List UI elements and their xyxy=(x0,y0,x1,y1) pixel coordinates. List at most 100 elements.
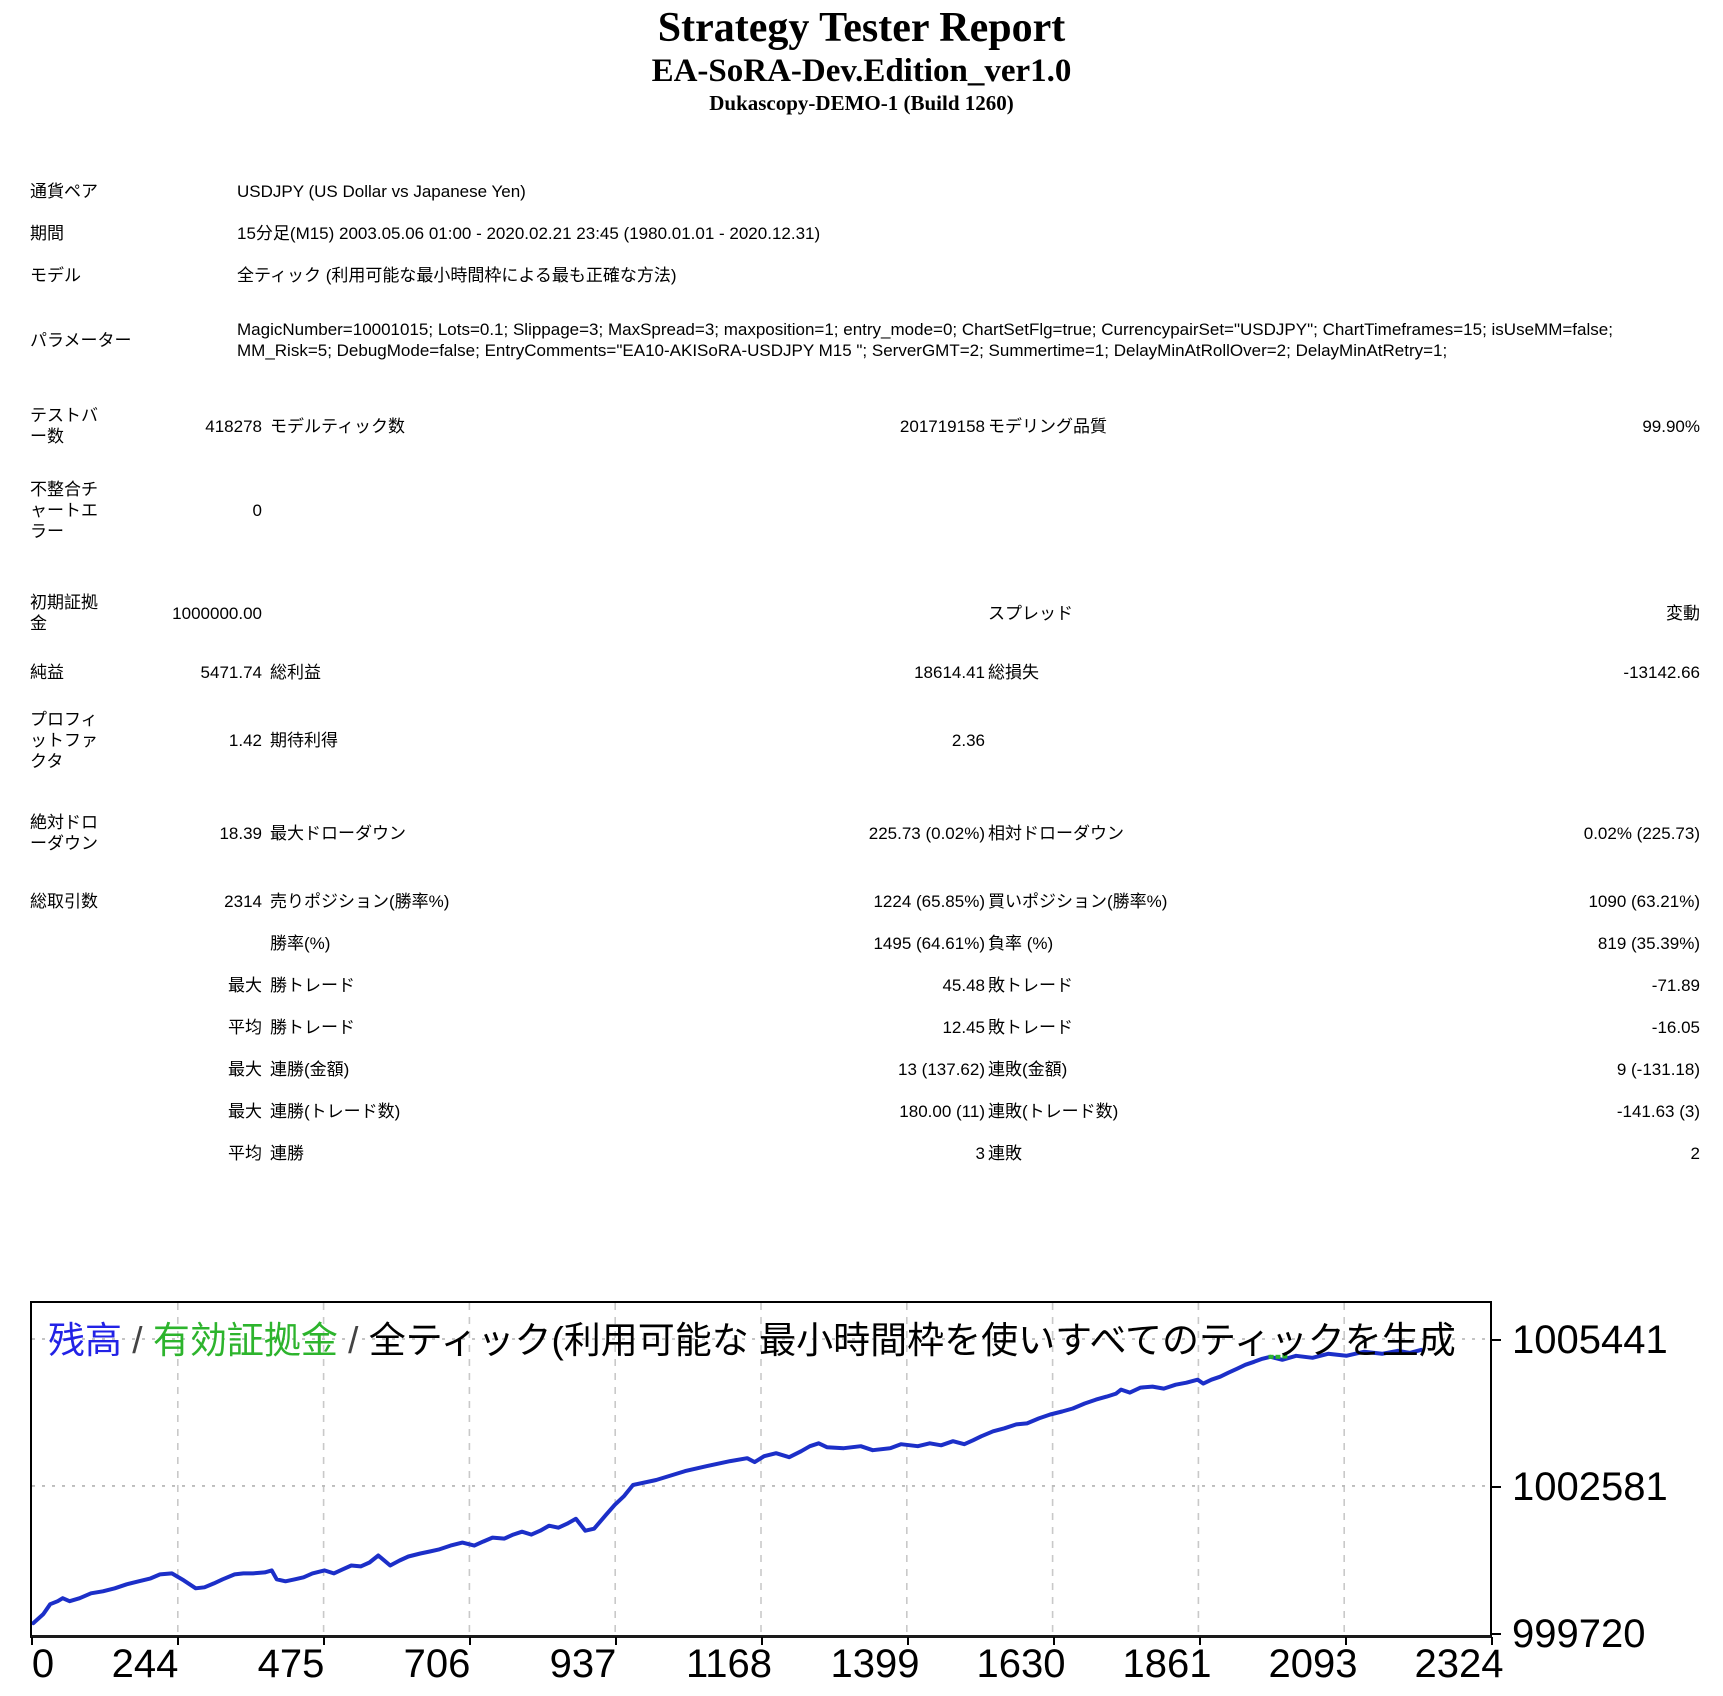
cell-label: 負率 (%) xyxy=(988,933,1054,953)
cell-label: 連勝 xyxy=(270,1143,304,1163)
cell-value: -16.05 xyxy=(1651,1017,1700,1037)
x-axis-tick xyxy=(31,1637,33,1645)
x-axis-tick xyxy=(1345,1637,1347,1645)
cell-value: 2314 xyxy=(224,891,262,911)
row-value: USDJPY (US Dollar vs Japanese Yen) xyxy=(237,181,526,201)
x-axis-tick xyxy=(1053,1637,1055,1645)
cell-label: 勝率(%) xyxy=(270,933,331,953)
x-axis-label: 1168 xyxy=(685,1642,772,1686)
report-header: Strategy Tester Report EA-SoRA-Dev.Editi… xyxy=(0,4,1723,116)
cell-label: 連敗(トレード数) xyxy=(988,1101,1119,1121)
cell-label: 純益 xyxy=(30,662,64,682)
row-value: 全ティック (利用可能な最小時間枠による最も正確な方法) xyxy=(237,265,677,285)
cell-value: -13142.66 xyxy=(1623,662,1700,682)
cell-value: 3 xyxy=(975,1143,985,1163)
cell-value: 0 xyxy=(252,500,262,520)
cell-label: モデリング品質 xyxy=(988,416,1107,436)
legend-separator-2: / xyxy=(337,1320,369,1361)
chart-plot-area: 残高 / 有効証拠金 / 全ティック(利用可能な 最小時間枠を使いすべてのティッ… xyxy=(30,1301,1492,1638)
x-axis-label: 475 xyxy=(257,1642,325,1686)
cell-value: 201719158 xyxy=(899,416,985,436)
cell-value: 819 (35.39%) xyxy=(1597,933,1700,953)
cell-value: 5471.74 xyxy=(200,662,262,682)
table-row: 期間 15分足(M15) 2003.05.06 01:00 - 2020.02.2… xyxy=(30,212,1700,254)
y-axis-label: 1002581 xyxy=(1512,1465,1668,1509)
row-value: 15分足(M15) 2003.05.06 01:00 - 2020.02.21 … xyxy=(237,223,821,243)
x-axis-tick xyxy=(1491,1637,1493,1645)
cell-label: 期待利得 xyxy=(270,730,338,750)
table-row: テストバ ー数 418278 モデルティック数 201719158 モデリング品質 99.… xyxy=(30,398,1700,454)
table-row: 総取引数 2314 売りポジション(勝率%) 1224 (65.85%) 買いポジション… xyxy=(30,880,1700,922)
cell-label: 総利益 xyxy=(270,662,321,682)
cell-label: 最大ドローダウン xyxy=(270,823,406,843)
x-axis-label: 2093 xyxy=(1268,1642,1358,1686)
cell-label: 連敗 xyxy=(988,1143,1022,1163)
cell-value: 平均 xyxy=(228,1143,262,1163)
cell-value: 1000000.00 xyxy=(172,603,262,623)
cell-value: 1224 (65.85%) xyxy=(873,891,985,911)
cell-value: 2 xyxy=(1690,1143,1700,1163)
y-axis-label: 1005441 xyxy=(1512,1318,1668,1362)
cell-value: 99.90% xyxy=(1642,416,1700,436)
cell-label: 勝トレード xyxy=(270,975,355,995)
cell-value: 9 (-131.18) xyxy=(1616,1059,1700,1079)
cell-value: 18614.41 xyxy=(914,662,985,682)
table-row: 最大 勝トレード 45.48 敗トレード -71.89 xyxy=(30,964,1700,1006)
balance-curve xyxy=(32,1347,1423,1626)
table-row: プロフィ ットファ クタ 1.42 期待利得 2.36 xyxy=(30,700,1700,780)
table-row: 最大 連勝(金額) 13 (137.62) 連敗(金額) 9 (-131.18) xyxy=(30,1048,1700,1090)
cell-label: プロフィ ットファ クタ xyxy=(30,709,98,771)
cell-value: 225.73 (0.02%) xyxy=(868,823,985,843)
x-axis-label: 706 xyxy=(403,1642,471,1686)
report-table: 通貨ペア USDJPY (US Dollar vs Japanese Yen) 期間… xyxy=(30,170,1700,1174)
x-axis-label: 244 xyxy=(111,1642,179,1686)
x-axis-label: 937 xyxy=(549,1642,617,1686)
table-row: 平均 連勝 3 連敗 2 xyxy=(30,1132,1700,1174)
x-axis-tick xyxy=(1199,1637,1201,1645)
table-row: 勝率(%) 1495 (64.61%) 負率 (%) 819 (35.39%) xyxy=(30,922,1700,964)
cell-value: 1.42 xyxy=(228,730,262,750)
balance-chart: 残高 / 有効証拠金 / 全ティック(利用可能な 最小時間枠を使いすべてのティッ… xyxy=(0,1301,1723,1696)
ea-name-title: EA-SoRA-Dev.Edition_ver1.0 xyxy=(651,53,1072,89)
legend-equity-label: 有効証拠金 xyxy=(152,1320,338,1361)
cell-value: 最大 xyxy=(228,1059,262,1079)
table-row: 通貨ペア USDJPY (US Dollar vs Japanese Yen) xyxy=(30,170,1700,212)
cell-label: 買いポジション(勝率%) xyxy=(988,891,1168,911)
cell-value: 418278 xyxy=(205,416,262,436)
cell-label: 敗トレード xyxy=(988,975,1073,995)
cell-value: 1495 (64.61%) xyxy=(873,933,985,953)
table-row: 初期証拠 金 1000000.00 スプレッド 変動 xyxy=(30,585,1700,641)
equity-dot xyxy=(1275,1354,1281,1359)
cell-label: 連勝(トレード数) xyxy=(270,1101,401,1121)
cell-value: 最大 xyxy=(228,1101,262,1121)
cell-value: 45.48 xyxy=(942,975,985,995)
cell-value: 18.39 xyxy=(219,823,262,843)
y-axis-label: 999720 xyxy=(1512,1612,1646,1656)
x-axis-label: 2324 xyxy=(1414,1642,1504,1686)
cell-label: 相対ドローダウン xyxy=(988,823,1124,843)
cell-label: 勝トレード xyxy=(270,1017,355,1037)
cell-value: -141.63 (3) xyxy=(1616,1101,1700,1121)
row-label: パラメーター xyxy=(30,330,132,350)
cell-label: 敗トレード xyxy=(988,1017,1073,1037)
x-axis-tick xyxy=(615,1637,617,1645)
table-row: 絶対ドロ ーダウン 18.39 最大ドローダウン 225.73 (0.02%) 相対ドロ… xyxy=(30,805,1700,861)
cell-label: 連敗(金額) xyxy=(988,1059,1068,1079)
cell-value: 2.36 xyxy=(951,730,985,750)
cell-label: 売りポジション(勝率%) xyxy=(270,891,450,911)
x-axis-tick xyxy=(907,1637,909,1645)
legend-separator: / xyxy=(122,1320,153,1361)
cell-label: モデルティック数 xyxy=(270,416,405,436)
chart-legend: 残高 / 有効証拠金 / 全ティック(利用可能な 最小時間枠を使いすべてのティッ… xyxy=(48,1319,1490,1363)
cell-label: スプレッド xyxy=(988,603,1073,623)
table-row: モデル 全ティック (利用可能な最小時間枠による最も正確な方法) xyxy=(30,254,1700,296)
cell-value: -71.89 xyxy=(1651,975,1700,995)
y-axis-tick xyxy=(1492,1486,1501,1488)
cell-label: テストバ ー数 xyxy=(30,406,98,446)
x-axis-label: 1399 xyxy=(830,1642,920,1686)
table-row: 純益 5471.74 総利益 18614.41 総損失 -13142.66 xyxy=(30,651,1700,693)
cell-label: 初期証拠 金 xyxy=(30,593,98,633)
cell-value: 13 (137.62) xyxy=(898,1059,985,1079)
table-row: 最大 連勝(トレード数) 180.00 (11) 連敗(トレード数) -141.63 (… xyxy=(30,1090,1700,1132)
